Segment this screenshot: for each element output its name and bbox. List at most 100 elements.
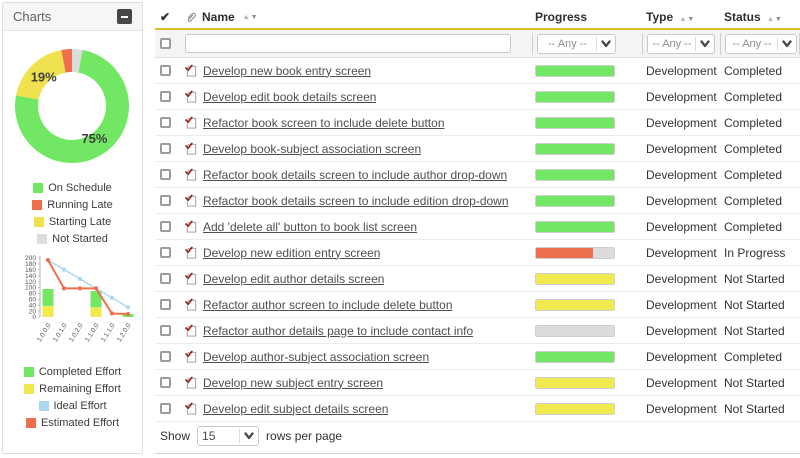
row-checkbox[interactable] <box>160 195 171 206</box>
table-row: Refactor book screen to include delete b… <box>155 110 800 136</box>
row-checkbox[interactable] <box>160 143 171 154</box>
task-link[interactable]: Develop book-subject association screen <box>203 141 422 156</box>
bar-completed-effort <box>90 291 101 308</box>
status-filter-dropdown[interactable]: -- Any -- <box>725 33 797 54</box>
task-link[interactable]: Develop edit author details screen <box>203 271 385 286</box>
chevron-down-icon <box>601 39 611 47</box>
legend-item: Remaining Effort <box>3 380 142 397</box>
progress-fill <box>536 247 593 258</box>
table-row: Refactor author screen to include delete… <box>155 292 800 318</box>
legend-label: Ideal Effort <box>53 399 107 412</box>
type-cell: Development <box>646 167 717 182</box>
filter-checkbox[interactable] <box>160 38 171 49</box>
task-link[interactable]: Refactor book details screen to include … <box>203 193 509 208</box>
sort-arrows-type[interactable]: ▲ ▼ <box>679 16 694 23</box>
bar-remaining-effort <box>42 305 53 317</box>
task-progress-donut-chart: 75% 19% <box>15 49 130 164</box>
task-link[interactable]: Add 'delete all' button to book list scr… <box>203 219 418 234</box>
progress-bar <box>535 90 615 103</box>
row-checkbox[interactable] <box>160 169 171 180</box>
legend-item: Ideal Effort <box>3 397 142 414</box>
table-row: Refactor author details page to include … <box>155 318 800 344</box>
progress-fill <box>536 299 614 310</box>
status-cell: Completed <box>724 167 783 182</box>
type-filter-dropdown[interactable]: -- Any -- <box>647 33 715 54</box>
progress-bar <box>535 246 615 259</box>
task-link[interactable]: Develop new subject entry screen <box>203 375 384 390</box>
row-checkbox[interactable] <box>160 221 171 232</box>
row-checkbox[interactable] <box>160 299 171 310</box>
task-link[interactable]: Develop new edition entry screen <box>203 245 381 260</box>
dropdown-value: -- Any -- <box>547 37 588 50</box>
sort-asc-icon[interactable]: ▲ <box>767 16 774 23</box>
pagination-area: Show 15 rows per page <box>155 425 800 454</box>
select-all-icon[interactable]: ✔ <box>160 10 171 24</box>
status-cell: Completed <box>724 63 783 78</box>
task-link[interactable]: Develop author-subject association scree… <box>203 349 430 364</box>
progress-bar <box>535 116 615 129</box>
charts-sidebar: Charts 75% 19% On Schedule Running Late S… <box>2 2 143 454</box>
task-link[interactable]: Refactor book screen to include delete b… <box>203 115 445 130</box>
progress-bar <box>535 220 615 233</box>
name-filter-input[interactable] <box>185 34 511 53</box>
row-checkbox[interactable] <box>160 65 171 76</box>
x-tick-label: 1.0.1.0 <box>52 322 69 343</box>
sort-arrows-status[interactable]: ▲ ▼ <box>767 16 782 23</box>
status-cell: Completed <box>724 115 783 130</box>
table-row: Develop edit subject details screen Deve… <box>155 396 800 422</box>
rows-per-page-select[interactable]: 15 <box>197 425 260 446</box>
row-checkbox[interactable] <box>160 351 171 362</box>
chevron-down-icon <box>782 39 792 47</box>
task-icon <box>185 168 197 181</box>
type-cell: Development <box>646 401 717 416</box>
task-link[interactable]: Refactor book details screen to include … <box>203 167 508 182</box>
status-cell: Not Started <box>724 297 785 312</box>
row-checkbox[interactable] <box>160 91 171 102</box>
estimated-effort-point <box>61 286 66 291</box>
column-header-status[interactable]: Status <box>724 10 761 24</box>
estimated-effort-point <box>109 311 114 316</box>
task-link[interactable]: Develop new book entry screen <box>203 63 372 78</box>
row-checkbox[interactable] <box>160 117 171 128</box>
row-checkbox[interactable] <box>160 273 171 284</box>
task-link[interactable]: Refactor author screen to include delete… <box>203 297 453 312</box>
legend-item: Not Started <box>3 230 142 247</box>
row-checkbox[interactable] <box>160 247 171 258</box>
task-link[interactable]: Develop edit subject details screen <box>203 401 389 416</box>
sort-desc-icon[interactable]: ▼ <box>250 13 258 21</box>
show-label: Show <box>160 428 191 443</box>
bar-completed-effort <box>42 289 53 306</box>
estimated-effort-line <box>46 259 128 315</box>
type-cell: Development <box>646 271 717 286</box>
type-cell: Development <box>646 141 717 156</box>
task-link[interactable]: Develop edit book details screen <box>203 89 377 104</box>
column-header-progress: Progress <box>535 10 588 24</box>
dropdown-value: -- Any -- <box>732 37 772 50</box>
task-link[interactable]: Refactor author details page to include … <box>203 323 474 338</box>
progress-filter-dropdown[interactable]: -- Any -- <box>537 33 616 54</box>
legend-label: Completed Effort <box>38 365 122 378</box>
collapse-panel-button[interactable] <box>117 9 132 24</box>
estimated-effort-point <box>45 258 50 263</box>
estimated-effort-point <box>77 286 82 291</box>
sort-desc-icon[interactable]: ▼ <box>774 16 782 23</box>
row-checkbox[interactable] <box>160 325 171 336</box>
sort-arrows-name[interactable]: ▲ ▼ <box>243 14 258 21</box>
progress-fill <box>536 65 614 76</box>
legend-swatch <box>37 233 48 244</box>
task-icon <box>185 324 197 337</box>
column-header-name[interactable]: Name <box>202 10 235 24</box>
row-checkbox[interactable] <box>160 377 171 388</box>
progress-fill <box>536 117 614 128</box>
legend-swatch <box>23 366 34 377</box>
x-tick-label: 1.1.1.0 <box>100 322 117 343</box>
paperclip-icon <box>187 12 196 22</box>
column-header-type[interactable]: Type <box>646 10 674 24</box>
sort-desc-icon[interactable]: ▼ <box>687 16 695 23</box>
row-checkbox[interactable] <box>160 403 171 414</box>
type-cell: Development <box>646 297 717 312</box>
table-row: Develop new edition entry screen Develop… <box>155 240 800 266</box>
progress-fill <box>536 143 614 154</box>
sort-asc-icon[interactable]: ▲ <box>242 13 250 21</box>
sort-asc-icon[interactable]: ▲ <box>679 16 687 23</box>
